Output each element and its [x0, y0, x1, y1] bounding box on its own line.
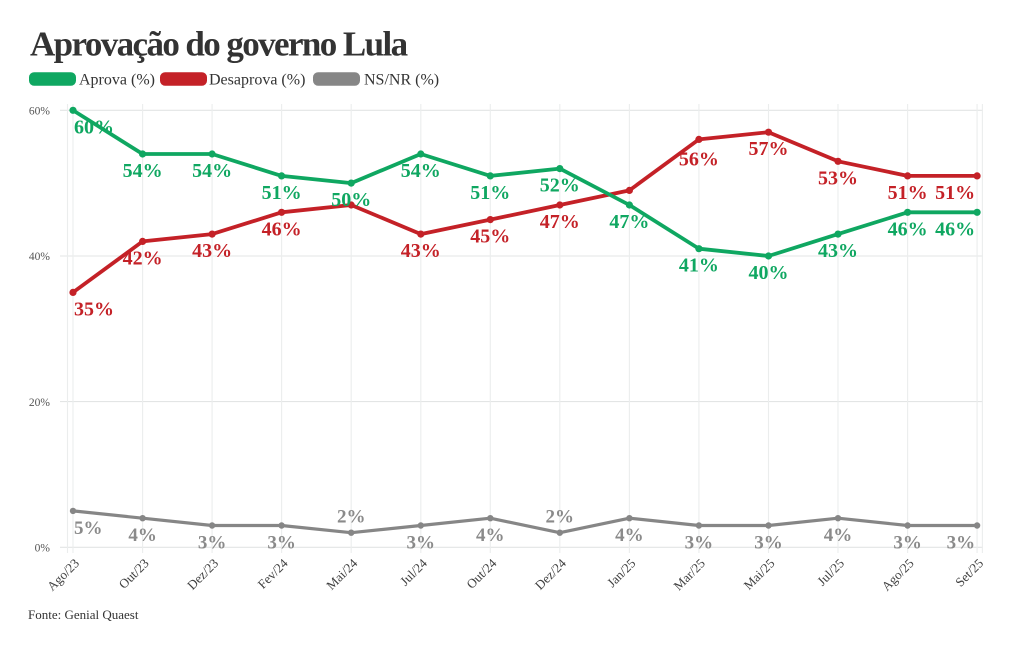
- svg-text:5%: 5%: [74, 518, 103, 539]
- svg-text:4%: 4%: [476, 525, 505, 546]
- svg-text:43%: 43%: [401, 240, 441, 262]
- svg-text:51%: 51%: [935, 182, 975, 204]
- svg-text:4%: 4%: [824, 525, 853, 546]
- svg-text:42%: 42%: [123, 247, 163, 269]
- svg-text:4%: 4%: [615, 525, 644, 546]
- svg-text:Desaprova (%): Desaprova (%): [209, 72, 305, 89]
- svg-text:52%: 52%: [540, 175, 580, 197]
- svg-text:35%: 35%: [74, 298, 114, 320]
- svg-text:3%: 3%: [685, 533, 714, 554]
- svg-text:47%: 47%: [609, 211, 649, 233]
- svg-text:Aprova (%): Aprova (%): [79, 72, 155, 89]
- svg-text:3%: 3%: [267, 533, 296, 554]
- svg-text:60%: 60%: [29, 106, 51, 118]
- svg-text:45%: 45%: [470, 226, 510, 248]
- svg-text:2%: 2%: [546, 507, 575, 528]
- svg-text:53%: 53%: [818, 167, 858, 189]
- svg-text:50%: 50%: [331, 189, 371, 211]
- svg-text:3%: 3%: [754, 533, 783, 554]
- svg-text:3%: 3%: [407, 533, 436, 554]
- svg-text:Fonte: Genial Quaest: Fonte: Genial Quaest: [28, 607, 139, 622]
- svg-text:40%: 40%: [749, 262, 789, 284]
- svg-text:54%: 54%: [123, 160, 163, 182]
- svg-text:41%: 41%: [679, 255, 719, 277]
- svg-text:54%: 54%: [401, 160, 441, 182]
- svg-text:51%: 51%: [470, 182, 510, 204]
- svg-text:4%: 4%: [128, 525, 157, 546]
- svg-text:43%: 43%: [818, 240, 858, 262]
- svg-text:51%: 51%: [262, 182, 302, 204]
- svg-text:51%: 51%: [888, 182, 928, 204]
- svg-text:40%: 40%: [29, 251, 51, 263]
- svg-text:56%: 56%: [679, 148, 719, 170]
- svg-text:Aprovação do governo Lula: Aprovação do governo Lula: [30, 25, 408, 64]
- svg-text:43%: 43%: [192, 240, 232, 262]
- svg-text:0%: 0%: [35, 543, 51, 555]
- svg-text:3%: 3%: [893, 533, 922, 554]
- svg-text:2%: 2%: [337, 507, 366, 528]
- svg-text:46%: 46%: [888, 218, 928, 240]
- svg-text:20%: 20%: [29, 397, 51, 409]
- svg-text:3%: 3%: [947, 533, 976, 554]
- svg-text:46%: 46%: [262, 218, 302, 240]
- svg-text:57%: 57%: [749, 138, 789, 160]
- svg-text:60%: 60%: [74, 116, 114, 138]
- svg-text:54%: 54%: [192, 160, 232, 182]
- svg-text:NS/NR (%): NS/NR (%): [364, 72, 439, 89]
- svg-text:3%: 3%: [198, 533, 227, 554]
- svg-text:46%: 46%: [935, 218, 975, 240]
- svg-text:47%: 47%: [540, 211, 580, 233]
